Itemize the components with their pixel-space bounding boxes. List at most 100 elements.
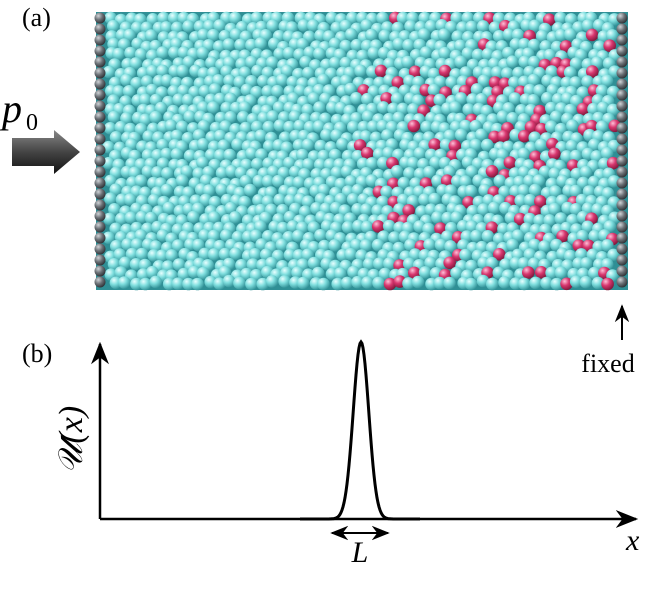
particle xyxy=(351,275,364,289)
particle xyxy=(511,28,525,42)
particle xyxy=(328,239,341,252)
particle xyxy=(527,94,540,107)
particle xyxy=(144,29,158,42)
particle xyxy=(371,204,384,217)
particle xyxy=(480,138,494,152)
particle xyxy=(160,183,174,197)
particle xyxy=(213,149,227,162)
particle xyxy=(145,83,159,97)
particle xyxy=(411,275,425,289)
particle xyxy=(314,139,328,153)
particle xyxy=(265,56,279,69)
particle xyxy=(94,45,106,57)
particle xyxy=(240,267,253,281)
particle xyxy=(328,37,342,51)
particle xyxy=(94,254,106,266)
particle xyxy=(183,110,196,123)
particle xyxy=(465,165,479,178)
particle xyxy=(196,266,210,280)
particle xyxy=(556,229,569,243)
particle xyxy=(406,156,420,170)
particle xyxy=(579,165,593,179)
particle xyxy=(504,211,518,225)
particle xyxy=(317,73,330,87)
particle xyxy=(514,194,527,207)
particle xyxy=(231,138,244,151)
particle xyxy=(506,112,519,125)
particle xyxy=(271,84,284,98)
particle xyxy=(487,201,501,215)
particle xyxy=(527,55,541,69)
particle xyxy=(390,92,404,105)
particle xyxy=(382,219,396,233)
particle xyxy=(616,243,628,255)
particle xyxy=(486,277,499,291)
particle xyxy=(94,166,106,178)
particle xyxy=(302,158,315,171)
particle xyxy=(513,212,527,226)
particle xyxy=(581,220,594,234)
particle xyxy=(500,67,514,80)
particle xyxy=(296,148,309,162)
particle xyxy=(114,266,128,279)
particle xyxy=(362,257,376,271)
particle xyxy=(390,165,404,178)
particle xyxy=(523,193,537,207)
particle xyxy=(417,28,431,41)
particle xyxy=(600,147,614,160)
particle xyxy=(506,55,519,68)
particle xyxy=(182,277,195,291)
particle xyxy=(94,210,106,222)
particle xyxy=(202,184,216,197)
particle xyxy=(135,210,149,224)
particle xyxy=(278,275,291,288)
particle xyxy=(616,199,628,211)
particle xyxy=(534,195,547,208)
particle xyxy=(172,93,185,106)
particle xyxy=(481,230,495,243)
particle xyxy=(490,66,504,79)
particle xyxy=(223,74,236,87)
particle xyxy=(581,19,595,32)
particle xyxy=(120,73,133,87)
particle xyxy=(502,28,516,41)
particle xyxy=(616,210,628,222)
particle xyxy=(371,220,385,233)
particle xyxy=(485,165,499,178)
particle xyxy=(155,249,169,262)
particle xyxy=(616,254,628,266)
particle xyxy=(361,92,374,106)
particle xyxy=(404,20,417,33)
particle xyxy=(162,277,176,291)
particle xyxy=(448,101,462,114)
particle xyxy=(94,122,106,134)
particle xyxy=(616,133,628,145)
particle xyxy=(591,203,604,216)
particle xyxy=(121,238,134,251)
particle xyxy=(161,167,174,180)
particle xyxy=(283,156,296,170)
particle xyxy=(313,158,327,171)
particle xyxy=(464,184,478,198)
particle xyxy=(587,175,601,189)
particle xyxy=(165,249,178,262)
particle xyxy=(196,156,209,169)
particle xyxy=(102,156,115,170)
particle xyxy=(146,265,159,279)
particle xyxy=(545,266,558,280)
particle xyxy=(141,165,155,178)
particle xyxy=(481,47,495,61)
particle xyxy=(94,188,106,200)
particle xyxy=(457,239,470,252)
particle xyxy=(616,56,628,68)
particle xyxy=(301,138,315,152)
particle xyxy=(464,277,478,291)
particle xyxy=(330,166,344,179)
particle xyxy=(198,247,211,261)
particle xyxy=(156,46,169,59)
particle xyxy=(372,276,385,290)
particle xyxy=(522,266,535,279)
particle xyxy=(288,110,302,123)
particle xyxy=(248,248,262,261)
particle xyxy=(523,212,537,226)
